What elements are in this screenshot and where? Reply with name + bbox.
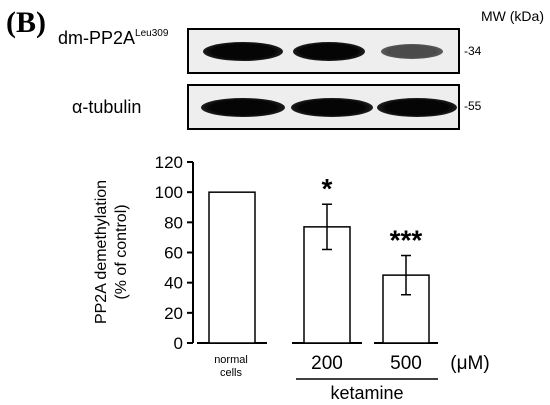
y-tick-label: 60 — [164, 244, 183, 263]
unit-label: (μM) — [450, 353, 489, 374]
blot-strip-alpha-tubulin — [187, 84, 460, 130]
blot-band — [201, 98, 285, 117]
panel-label: (B) — [6, 6, 46, 39]
y-tick-label: 120 — [155, 153, 183, 172]
mw-mark-34: -34 — [464, 44, 482, 58]
significance-marker: *** — [390, 225, 423, 256]
y-tick-label: 0 — [174, 334, 183, 353]
y-axis-label: (% of control) — [113, 204, 130, 299]
blot-label-dm-pp2a-sup: Leu309 — [135, 28, 169, 39]
y-tick-label: 100 — [155, 183, 183, 202]
x-tick-label: 200 — [311, 353, 343, 374]
x-tick-label: cells — [220, 367, 243, 379]
blot-label-alpha-tubulin: α-tubulin — [72, 97, 142, 117]
bar — [208, 191, 256, 344]
y-tick-label: 80 — [164, 213, 183, 232]
mw-header: MW (kDa) — [481, 8, 544, 24]
y-tick-label: 20 — [164, 304, 183, 323]
y-tick-label: 40 — [164, 274, 183, 293]
blot-band — [293, 42, 365, 61]
blot-label-dm-pp2a: dm-PP2ALeu309 — [58, 28, 168, 49]
blot-label-dm-pp2a-text: dm-PP2A — [58, 28, 136, 48]
mw-mark-55: -55 — [464, 99, 482, 113]
x-tick-label: normal — [214, 354, 248, 366]
y-axis-label: PP2A demethylation — [93, 180, 110, 324]
group-label: ketamine — [330, 383, 403, 403]
blot-strip-dm-pp2a — [187, 28, 460, 74]
x-tick-label: 500 — [390, 353, 422, 374]
blot-band — [381, 44, 443, 59]
blot-band — [203, 42, 283, 61]
blot-band — [377, 98, 457, 117]
blot-band — [291, 98, 373, 117]
significance-marker: * — [322, 173, 333, 204]
